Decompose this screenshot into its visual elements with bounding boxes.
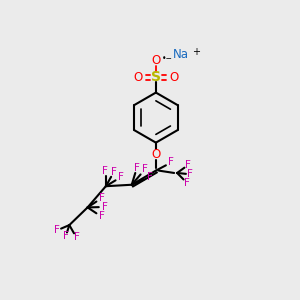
Text: F: F bbox=[54, 225, 60, 236]
Text: F: F bbox=[102, 202, 108, 212]
Text: O: O bbox=[133, 71, 142, 84]
Text: +: + bbox=[193, 47, 200, 57]
Text: F: F bbox=[99, 211, 105, 221]
Text: F: F bbox=[74, 232, 80, 242]
Text: O: O bbox=[169, 71, 179, 84]
Text: F: F bbox=[142, 164, 148, 174]
Text: F: F bbox=[111, 167, 117, 177]
Text: F: F bbox=[99, 193, 105, 203]
Text: O: O bbox=[151, 148, 160, 161]
Text: O: O bbox=[151, 54, 160, 67]
Text: F: F bbox=[184, 178, 189, 188]
Text: F: F bbox=[188, 169, 193, 179]
Text: S: S bbox=[151, 70, 161, 84]
Text: F: F bbox=[118, 172, 124, 182]
Text: F: F bbox=[168, 158, 174, 167]
Text: •−: •− bbox=[162, 54, 173, 63]
Text: F: F bbox=[134, 163, 140, 173]
Text: F: F bbox=[147, 172, 153, 182]
Text: F: F bbox=[102, 166, 108, 176]
Text: Na: Na bbox=[173, 48, 189, 62]
Text: F: F bbox=[63, 231, 69, 241]
Text: F: F bbox=[185, 160, 191, 170]
